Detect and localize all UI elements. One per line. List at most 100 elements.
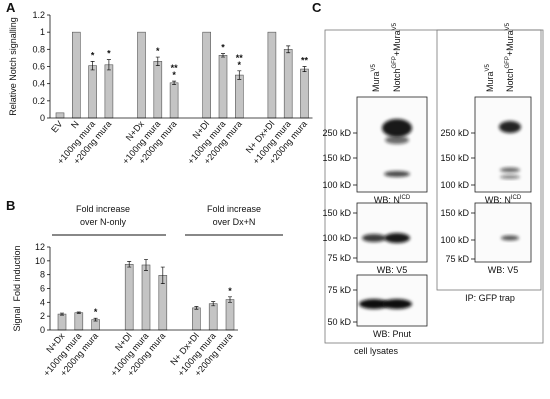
blot-label-part: WB: N [485, 195, 511, 205]
lane-label-part: GFP [505, 56, 511, 68]
y-tick-label: 6 [40, 284, 45, 294]
bar [141, 264, 151, 331]
blot-label: WB: V5 [377, 265, 408, 275]
lane-label-part: Mura [371, 71, 381, 92]
error-bar [144, 259, 148, 271]
marker-label: 250 kD [322, 128, 351, 138]
band [384, 171, 410, 177]
significance: * [91, 50, 95, 60]
ip-frame [436, 29, 542, 291]
group-header: Fold increase [207, 204, 261, 214]
marker-label: 100 kD [322, 180, 351, 190]
x-tick-label: N [69, 119, 81, 130]
column-caption: cell lysates [354, 346, 399, 356]
y-tick-label: 0 [40, 113, 45, 123]
lane-label: NotchGFP+MuraV5 [392, 22, 402, 92]
band [382, 299, 412, 309]
lane-label-part: +Mura [392, 30, 402, 56]
bar [153, 61, 163, 119]
lane-label: NotchGFP+MuraV5 [505, 22, 515, 92]
panel-c-frame [324, 29, 544, 344]
y-axis-label: Signal Fold induction [12, 245, 22, 331]
bar [137, 31, 146, 119]
error-bar [160, 266, 165, 285]
y-tick-label: 0 [40, 325, 45, 335]
bar [283, 49, 293, 119]
error-bar [237, 70, 242, 80]
significance: * [172, 70, 176, 80]
bar [169, 82, 179, 119]
lane-label-part: Notch [505, 68, 515, 92]
lane-label-part: V5 [485, 63, 491, 71]
error-bar [221, 53, 225, 58]
band [384, 233, 410, 243]
y-tick-label: 8 [40, 270, 45, 280]
blot-label-part: WB: V5 [377, 265, 408, 275]
band [362, 234, 386, 242]
error-bar [194, 306, 199, 310]
y-tick-label: 0.6 [32, 62, 45, 72]
error-bar [93, 317, 98, 322]
bar [88, 65, 97, 119]
bar [57, 313, 67, 331]
lane-label-part: Notch [392, 68, 402, 92]
marker-label: 50 kD [327, 317, 351, 327]
y-axis-label: Relative Notch signalling [8, 17, 18, 116]
lane-label: MuraV5 [371, 63, 381, 92]
bar [218, 55, 228, 119]
blot-label-part: WB: V5 [488, 265, 519, 275]
marker-label: 75 kD [327, 285, 351, 295]
y-tick-label: 4 [40, 297, 45, 307]
significance: * [94, 307, 98, 317]
error-bar [286, 45, 291, 54]
bar [202, 31, 211, 119]
y-tick-label: 12 [35, 242, 45, 252]
column-caption: IP: GFP trap [465, 293, 515, 303]
significance: * [221, 43, 225, 53]
panel-label: A [6, 0, 16, 15]
group-header: over Dx+N [213, 217, 256, 227]
bar [267, 31, 277, 119]
blot-label-part: WB: N [374, 195, 400, 205]
marker-label: 100 kD [322, 233, 351, 243]
bar [192, 307, 201, 331]
band [499, 121, 521, 133]
error-bar [155, 56, 160, 66]
error-bar [90, 61, 95, 71]
y-tick-label: 1 [40, 27, 45, 37]
bar [235, 74, 244, 119]
bar [124, 263, 134, 331]
panel-label: C [312, 0, 322, 15]
y-tick-label: 0.8 [32, 44, 45, 54]
group-header: Fold increase [76, 204, 130, 214]
band [501, 235, 519, 241]
band [385, 136, 409, 144]
blot-label: WB: Pnut [373, 329, 412, 339]
error-bar [302, 66, 307, 72]
x-tick-label: EV [49, 119, 64, 135]
error-bar [228, 296, 232, 303]
y-tick-label: 1.2 [32, 10, 45, 20]
panel-label: B [6, 198, 15, 213]
blot-label-part: ICD [400, 195, 411, 201]
y-tick-label: 10 [35, 256, 45, 266]
lane-label-part: V5 [505, 22, 511, 30]
blot-label-part: WB: Pnut [373, 329, 412, 339]
lane-label-part: Mura [485, 71, 495, 92]
significance: * [156, 46, 160, 56]
significance: * [107, 49, 111, 59]
group-header: over N-only [80, 217, 127, 227]
marker-label: 250 kD [440, 128, 469, 138]
significance: * [228, 286, 232, 296]
significance: ** [301, 56, 309, 66]
lane-label-part: +Mura [505, 30, 515, 56]
band [500, 167, 520, 173]
blot-label: WB: NICD [485, 195, 522, 205]
error-bar [60, 312, 64, 316]
blot [356, 202, 428, 263]
lane-label: MuraV5 [485, 63, 495, 92]
blot-label: WB: NICD [374, 195, 411, 205]
significance: ** [171, 63, 179, 73]
band [359, 299, 389, 309]
